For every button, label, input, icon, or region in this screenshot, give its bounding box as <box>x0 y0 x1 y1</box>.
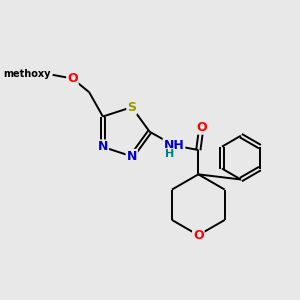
Text: O: O <box>193 229 204 242</box>
Text: methoxy: methoxy <box>4 69 51 79</box>
Text: S: S <box>127 100 136 114</box>
Text: H: H <box>165 149 174 159</box>
Text: O: O <box>67 72 78 85</box>
Text: N: N <box>98 140 108 153</box>
Text: O: O <box>196 121 207 134</box>
Text: N: N <box>127 150 137 163</box>
Text: NH: NH <box>164 139 184 152</box>
